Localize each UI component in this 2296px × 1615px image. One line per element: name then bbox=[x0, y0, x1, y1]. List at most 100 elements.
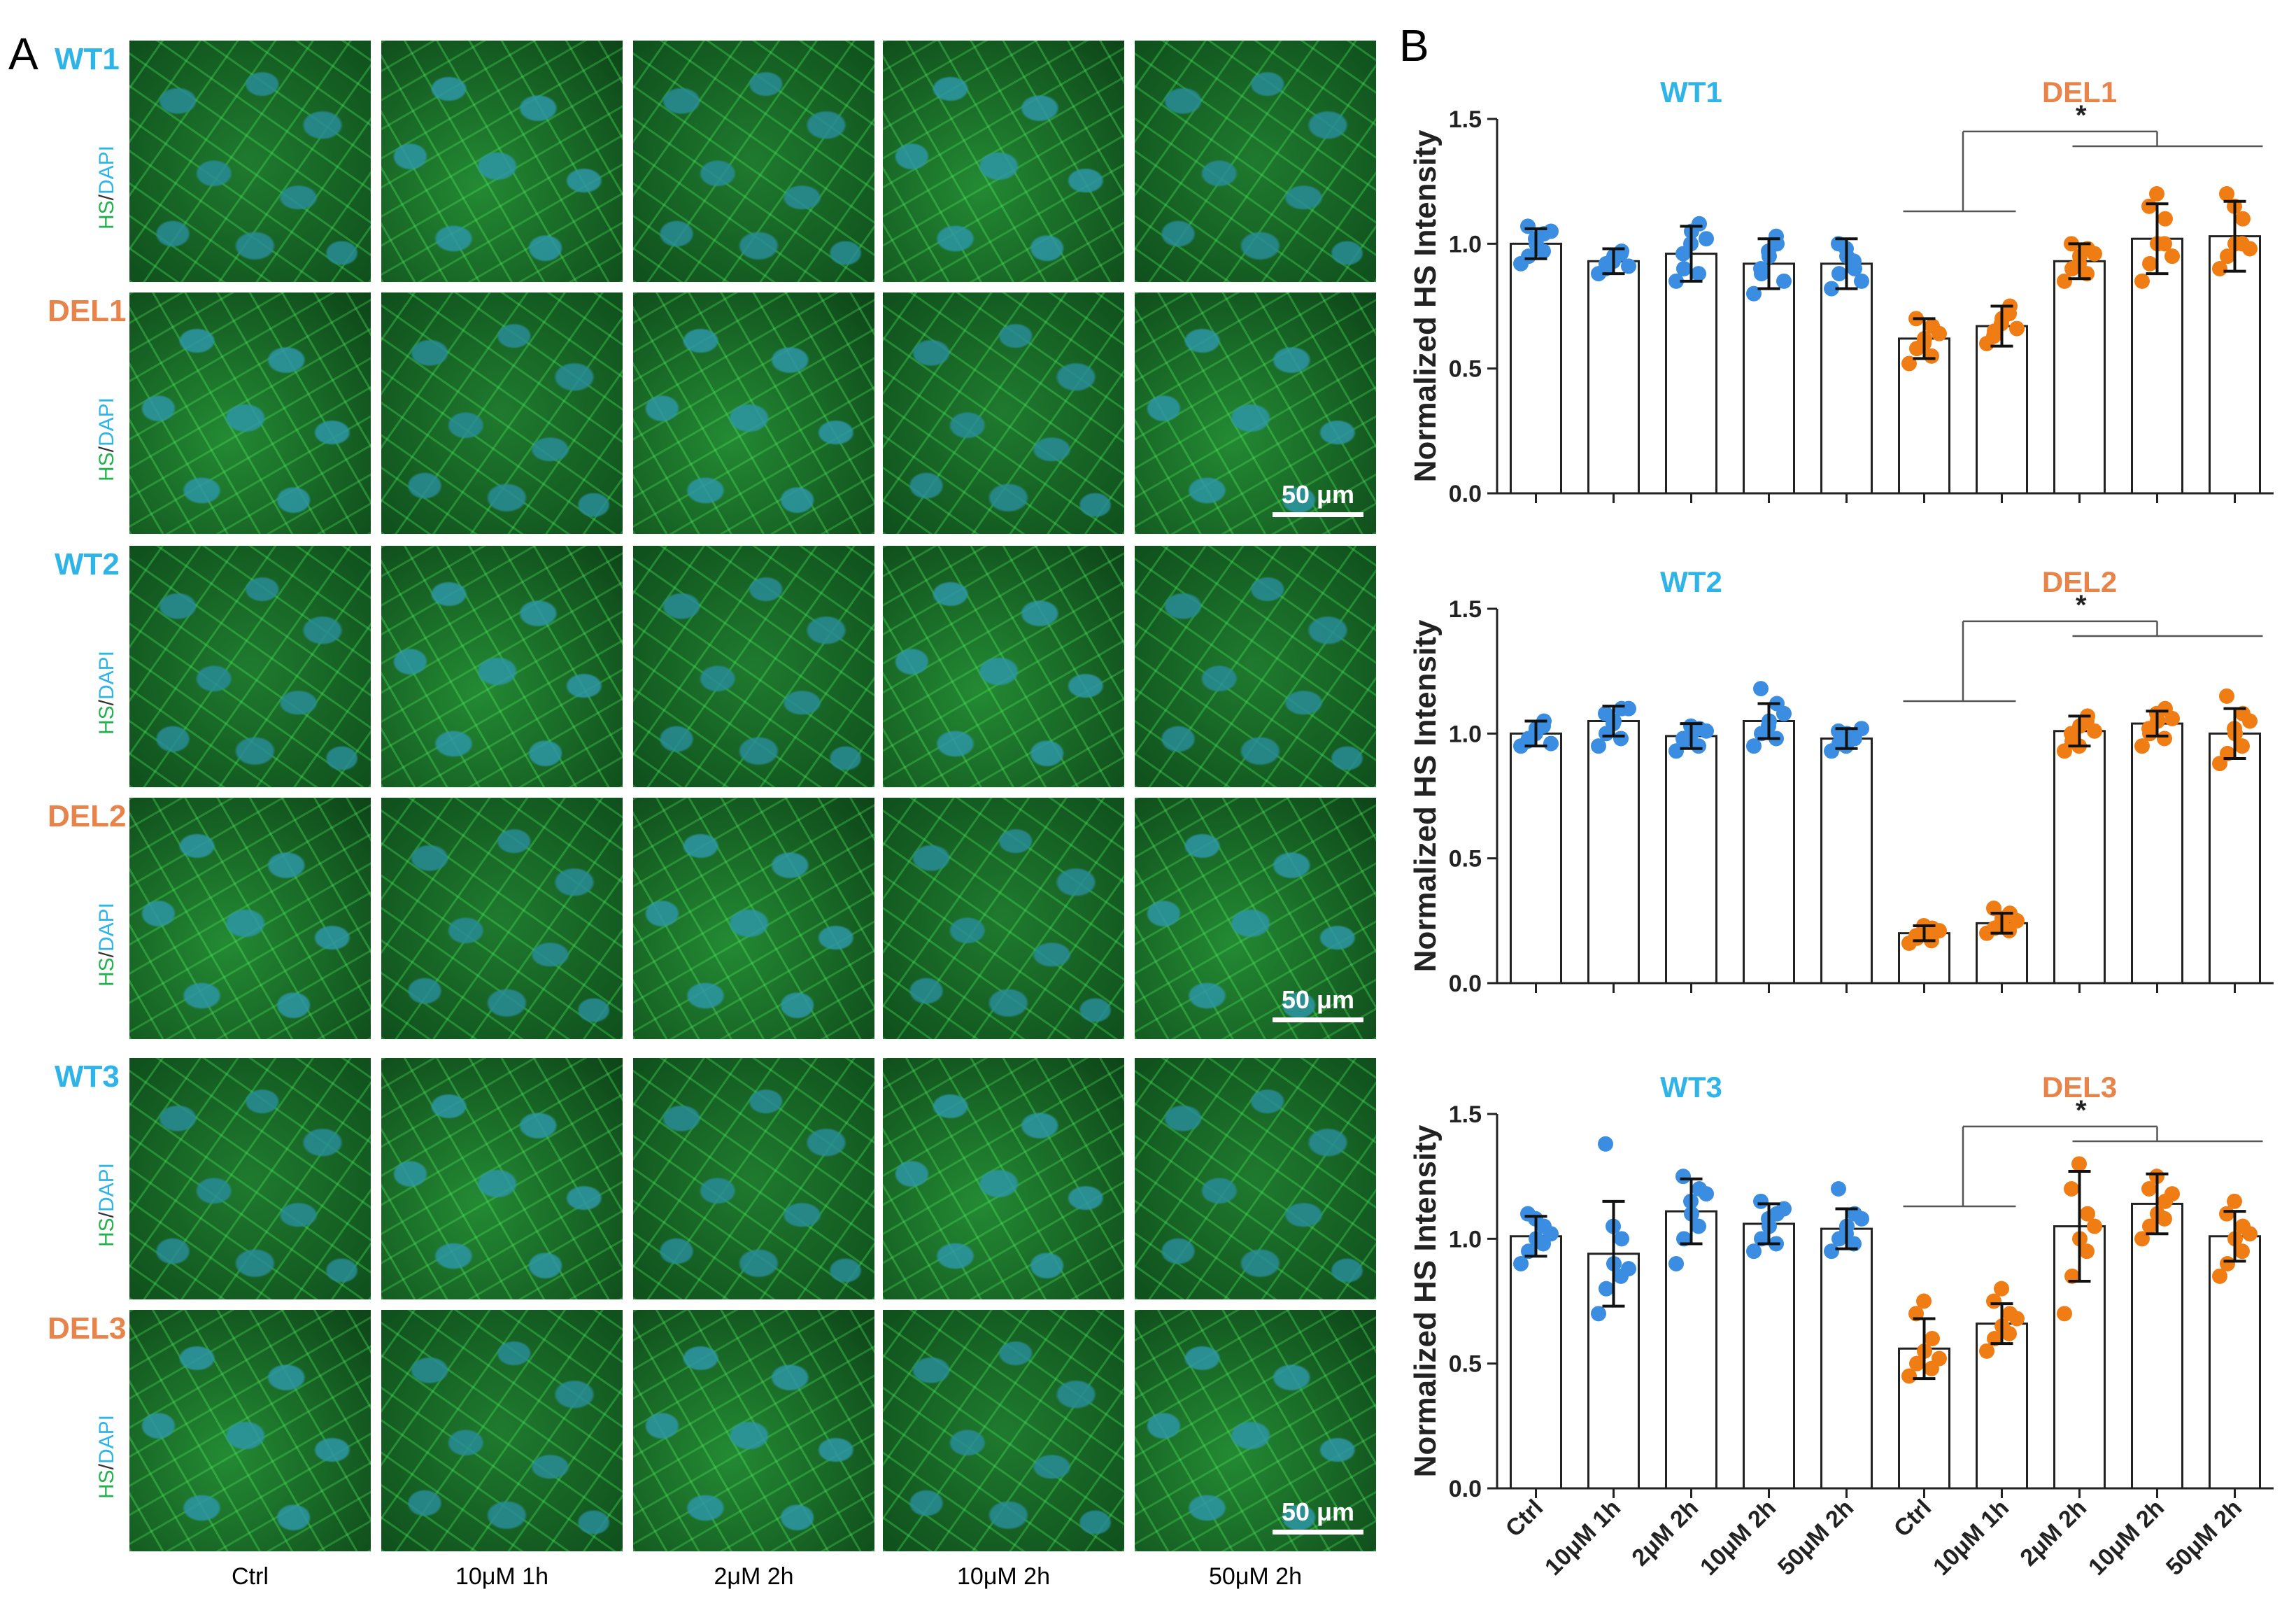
micrograph-del2-1 bbox=[381, 798, 623, 1039]
data-point bbox=[2079, 1243, 2095, 1260]
wt-group-label: WT2 bbox=[1660, 565, 1722, 598]
bar bbox=[1510, 1235, 1562, 1490]
data-point bbox=[1831, 266, 1847, 282]
y-tick-label: 1.0 bbox=[1449, 231, 1482, 258]
data-point bbox=[1924, 348, 1939, 364]
bar bbox=[2053, 730, 2106, 985]
panel-b-letter: B bbox=[1399, 20, 1429, 71]
data-point bbox=[1746, 1243, 1762, 1260]
bar bbox=[1665, 1210, 1717, 1490]
data-point bbox=[2141, 1181, 2157, 1197]
micrograph-del1-2 bbox=[633, 292, 874, 534]
wt-group-label: WT3 bbox=[1660, 1071, 1722, 1103]
micrograph-wt1-1 bbox=[381, 41, 623, 282]
row-label-del1: DEL1 bbox=[48, 294, 127, 328]
scale-bar: 50 μm bbox=[1273, 985, 1363, 1022]
data-point bbox=[1932, 325, 1947, 341]
data-point bbox=[2057, 1306, 2072, 1322]
data-point bbox=[1854, 721, 1869, 737]
micrograph-wt3-2 bbox=[633, 1058, 874, 1299]
data-point bbox=[2134, 273, 2150, 289]
micrograph-wt3-3 bbox=[883, 1058, 1124, 1299]
data-point bbox=[2141, 721, 2157, 737]
y-tick-label: 1.5 bbox=[1449, 106, 1482, 133]
data-point bbox=[2164, 710, 2180, 726]
data-point bbox=[2064, 1181, 2079, 1197]
y-tick-label: 0.5 bbox=[1449, 1351, 1482, 1378]
scale-bar: 50 μm bbox=[1273, 1497, 1363, 1535]
data-point bbox=[1776, 705, 1792, 721]
x-tick-label: Ctrl bbox=[1501, 1495, 1548, 1542]
data-point bbox=[2134, 738, 2150, 754]
y-tick-label: 1.0 bbox=[1449, 1226, 1482, 1253]
data-point bbox=[2142, 1218, 2157, 1234]
bar bbox=[1510, 732, 1562, 985]
micrograph-del3-4: 50 μm bbox=[1135, 1310, 1376, 1551]
data-point bbox=[2234, 1243, 2250, 1260]
data-point bbox=[1536, 244, 1551, 260]
data-point bbox=[1621, 700, 1636, 717]
bar bbox=[1820, 737, 1873, 985]
x-tick-label: 50μM 2h bbox=[1773, 1495, 1859, 1581]
y-tick-label: 0.0 bbox=[1449, 481, 1482, 507]
x-tick-label: 10μM 2h bbox=[1695, 1495, 1781, 1581]
data-point bbox=[1769, 228, 1784, 244]
micrograph-wt2-2 bbox=[633, 546, 874, 787]
micrograph-del2-0 bbox=[129, 798, 371, 1039]
x-tick-label: 10μM 2h bbox=[2083, 1495, 2169, 1581]
micrograph-del2-4: 50 μm bbox=[1135, 798, 1376, 1039]
micrograph-wt1-2 bbox=[633, 41, 874, 282]
del-group-label: DEL2 bbox=[2042, 565, 2117, 598]
data-point bbox=[2009, 1311, 2025, 1327]
data-point bbox=[1691, 266, 1706, 282]
data-point bbox=[1621, 1261, 1636, 1277]
y-tick-label: 0.5 bbox=[1449, 356, 1482, 383]
data-point bbox=[2087, 1218, 2102, 1234]
data-point bbox=[1776, 273, 1792, 289]
y-tick-label: 0.5 bbox=[1449, 846, 1482, 873]
data-point bbox=[2080, 1206, 2095, 1222]
bar bbox=[2053, 260, 2106, 495]
data-point bbox=[1591, 1306, 1606, 1322]
y-axis-label: Normalized HS Intensity bbox=[1408, 1124, 1443, 1477]
y-tick-label: 1.0 bbox=[1449, 721, 1482, 747]
bar bbox=[1820, 262, 1873, 495]
data-point bbox=[2009, 912, 2025, 929]
data-point bbox=[1925, 1331, 1940, 1346]
bar bbox=[2131, 1202, 2183, 1490]
data-point bbox=[1831, 723, 1846, 739]
micrograph-del1-0 bbox=[129, 292, 371, 534]
panel-a: A WT1 HS/DAPI DEL1 HS/DAPI 50 μm WT2 HS/DAPI DE… bbox=[8, 29, 1376, 1590]
data-point bbox=[2212, 1268, 2227, 1284]
data-point bbox=[1543, 1226, 1559, 1242]
data-point bbox=[1753, 681, 1769, 697]
data-point bbox=[1824, 281, 1839, 297]
data-point bbox=[1753, 261, 1769, 276]
micrograph-del1-1 bbox=[381, 292, 623, 534]
bar bbox=[1743, 1222, 1795, 1490]
data-point bbox=[2001, 306, 2017, 322]
x-tick-label: 2μM 2h bbox=[2015, 1495, 2092, 1572]
y-tick-label: 0.0 bbox=[1449, 1476, 1482, 1502]
data-point bbox=[1513, 1256, 1529, 1271]
data-point bbox=[1668, 273, 1684, 289]
micrograph-wt2-0 bbox=[129, 546, 371, 787]
column-label: Ctrl bbox=[232, 1563, 269, 1590]
data-point bbox=[1543, 223, 1559, 239]
data-point bbox=[1614, 1231, 1629, 1247]
data-point bbox=[2157, 731, 2172, 747]
row-label-wt3: WT3 bbox=[55, 1059, 120, 1094]
data-point bbox=[1831, 1181, 1846, 1197]
data-point bbox=[2157, 1211, 2172, 1227]
data-point bbox=[1668, 1256, 1684, 1271]
data-point bbox=[2220, 248, 2235, 265]
data-point bbox=[1753, 1193, 1769, 1209]
data-point bbox=[2001, 1325, 2017, 1341]
panel-a-letter: A bbox=[8, 29, 38, 79]
micrograph-wt1-0 bbox=[129, 41, 371, 282]
bar bbox=[1665, 253, 1717, 495]
data-point bbox=[1599, 1281, 1614, 1297]
data-point bbox=[1675, 731, 1691, 747]
significance-star: * bbox=[2076, 590, 2087, 621]
row-label-wt2: WT2 bbox=[55, 547, 120, 581]
